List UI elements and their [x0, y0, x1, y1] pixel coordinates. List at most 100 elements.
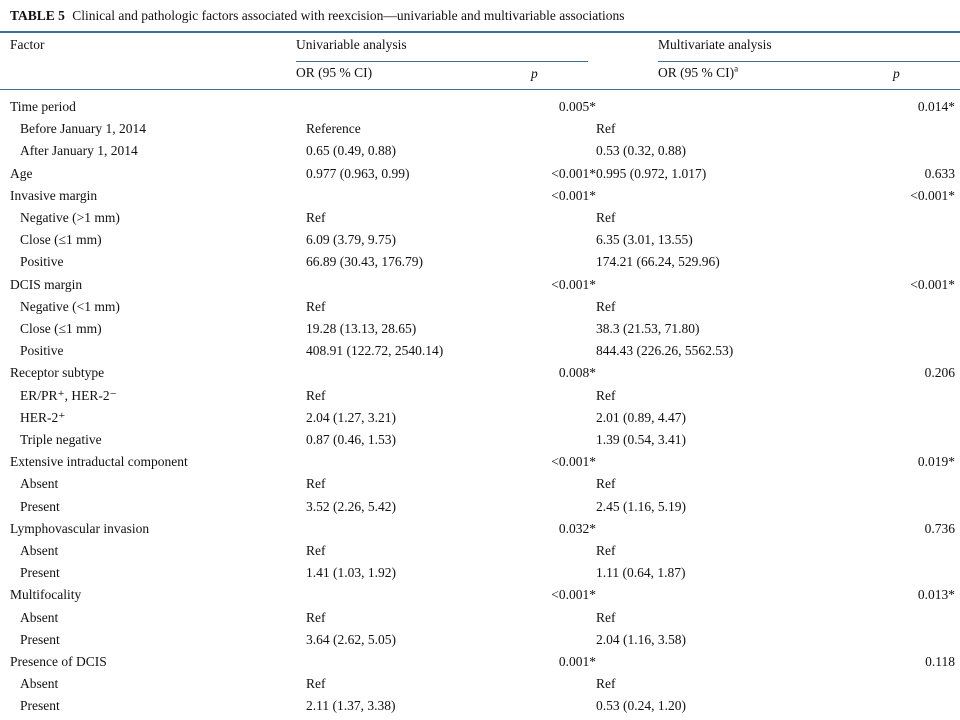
multivariate-p-cell — [886, 229, 955, 251]
multivariate-or-cell: Ref — [596, 543, 616, 559]
multivariate-p-cell: 0.118 — [925, 654, 955, 670]
table-title: Clinical and pathologic factors associat… — [72, 8, 625, 23]
table-row-factor: Extensive intraductal component <0.001* 0.… — [10, 451, 955, 473]
multivariate-p-cell: 0.206 — [924, 365, 955, 381]
header-p-multivariate: p — [893, 66, 900, 81]
factor-cell: Present — [20, 698, 60, 714]
multivariate-p-cell — [886, 429, 955, 451]
univariable-p-cell — [536, 318, 596, 340]
multivariate-or-cell: 6.35 (3.01, 13.55) — [596, 232, 693, 248]
table-row-subfactor: Present 3.52 (2.26, 5.42) 2.45 (1.16, 5.19… — [10, 496, 955, 518]
top-rule — [0, 31, 960, 33]
multivariate-or-cell: Ref — [596, 298, 616, 314]
table-row-subfactor: Before January 1, 2014 Reference Ref — [10, 118, 955, 140]
multivariate-p-cell: 0.633 — [924, 165, 955, 181]
factor-cell: Lymphovascular invasion — [10, 520, 150, 536]
univariable-p-cell: <0.001* — [551, 187, 596, 203]
univariable-p-cell: 0.001* — [558, 654, 596, 670]
univariable-p-cell — [536, 140, 596, 162]
header-univariable: Univariable analysis — [296, 37, 407, 52]
univariable-or-cell: Ref — [306, 298, 326, 314]
multivariate-or-cell: 2.04 (1.16, 3.58) — [596, 631, 686, 647]
results-table-body: Time period 0.005* 0.014* Before January 1,… — [10, 96, 955, 718]
multivariate-p-cell — [886, 296, 955, 318]
univariable-or-cell: 6.09 (3.79, 9.75) — [306, 232, 396, 248]
multivariate-p-cell — [886, 540, 955, 562]
univariable-p-cell — [536, 629, 596, 651]
multivariate-p-cell: 0.736 — [924, 520, 955, 536]
table-row-factor: DCIS margin <0.001* <0.001* — [10, 274, 955, 296]
univariable-p-cell — [536, 407, 596, 429]
univariable-p-cell — [536, 385, 596, 407]
header-multivariate: Multivariate analysis — [658, 37, 772, 52]
multivariate-or-cell — [596, 584, 886, 606]
multivariate-p-cell — [886, 407, 955, 429]
table-row-subfactor: Absent Ref Ref — [10, 607, 955, 629]
univariable-p-cell: <0.001* — [551, 587, 596, 603]
multivariate-p-cell — [886, 318, 955, 340]
table-row-subfactor: ER/PR⁺, HER-2⁻ Ref Ref — [10, 385, 955, 407]
factor-cell: Multifocality — [10, 587, 82, 603]
table-row-subfactor: Positive 408.91 (122.72, 2540.14) 844.43 (… — [10, 340, 955, 362]
univariable-p-cell: 0.032* — [558, 520, 596, 536]
univariable-p-cell — [536, 473, 596, 495]
factor-cell: Absent — [20, 543, 59, 559]
table-row-factor: Receptor subtype 0.008* 0.206 — [10, 362, 955, 384]
univariable-or-cell: Ref — [306, 676, 326, 692]
multivariate-p-cell — [886, 385, 955, 407]
multivariate-or-cell: 2.45 (1.16, 5.19) — [596, 498, 686, 514]
factor-cell: Extensive intraductal component — [10, 454, 188, 470]
factor-cell: Positive — [20, 343, 64, 359]
multivariate-p-cell — [886, 607, 955, 629]
table-row-factor: Presence of DCIS 0.001* 0.118 — [10, 651, 955, 673]
table-row-subfactor: Positive 66.89 (30.43, 176.79) 174.21 (66.… — [10, 251, 955, 273]
multivariate-or-cell: 38.3 (21.53, 71.80) — [596, 321, 700, 337]
univariable-span-rule — [296, 61, 588, 62]
table-row-factor: Multifocality <0.001* 0.013* — [10, 584, 955, 606]
multivariate-or-cell: Ref — [596, 210, 616, 226]
multivariate-or-cell: Ref — [596, 121, 616, 137]
multivariate-p-cell: 0.014* — [917, 99, 955, 114]
univariable-or-cell: 2.11 (1.37, 3.38) — [306, 698, 396, 714]
multivariate-or-cell — [596, 96, 886, 118]
table-label: TABLE 5 — [10, 8, 65, 23]
header-or-ci-multivariate: OR (95 % CI)a — [658, 64, 738, 81]
multivariate-p-cell — [886, 496, 955, 518]
header-rule — [0, 89, 960, 90]
univariable-or-cell — [306, 584, 536, 606]
univariable-or-cell: Ref — [306, 476, 326, 492]
table-row-factor: Invasive margin <0.001* <0.001* — [10, 185, 955, 207]
univariable-or-cell: Ref — [306, 387, 326, 403]
univariable-or-cell: 0.65 (0.49, 0.88) — [306, 143, 396, 159]
table-row-subfactor: Negative (<1 mm) Ref Ref — [10, 296, 955, 318]
multivariate-or-cell: 1.11 (0.64, 1.87) — [596, 565, 686, 581]
factor-cell: Negative (>1 mm) — [20, 210, 120, 226]
factor-cell: ER/PR⁺, HER-2⁻ — [20, 387, 117, 403]
univariable-or-cell: 3.64 (2.62, 5.05) — [306, 631, 396, 647]
univariable-or-cell — [306, 185, 536, 207]
univariable-or-cell: 3.52 (2.26, 5.42) — [306, 498, 396, 514]
univariable-p-cell — [536, 251, 596, 273]
factor-cell: Time period — [10, 99, 76, 114]
factor-cell: Close (≤1 mm) — [20, 232, 102, 248]
univariable-p-cell: 0.005* — [558, 99, 596, 114]
univariable-or-cell: 2.04 (1.27, 3.21) — [306, 409, 396, 425]
univariable-p-cell — [536, 673, 596, 695]
univariable-or-cell: 19.28 (13.13, 28.65) — [306, 321, 417, 337]
multivariate-or-cell: Ref — [596, 387, 616, 403]
multivariate-or-cell: 2.01 (0.89, 4.47) — [596, 409, 686, 425]
multivariate-or-cell — [596, 362, 886, 384]
factor-cell: Negative (<1 mm) — [20, 298, 120, 314]
table-row-subfactor: Absent Ref Ref — [10, 540, 955, 562]
multivariate-p-cell: 0.013* — [917, 587, 955, 603]
multivariate-p-cell: 0.019* — [917, 454, 955, 470]
factor-cell: Invasive margin — [10, 187, 98, 203]
univariable-p-cell — [536, 496, 596, 518]
factor-cell: Absent — [20, 476, 59, 492]
header-or-ci-mv-text: OR (95 % CI) — [658, 65, 735, 80]
header-or-ci-univariable: OR (95 % CI) — [296, 65, 373, 80]
table-row-subfactor: Present 1.41 (1.03, 1.92) 1.11 (0.64, 1.87… — [10, 562, 955, 584]
univariable-p-cell — [536, 207, 596, 229]
factor-cell: Receptor subtype — [10, 365, 105, 381]
multivariate-span-rule — [658, 61, 960, 62]
